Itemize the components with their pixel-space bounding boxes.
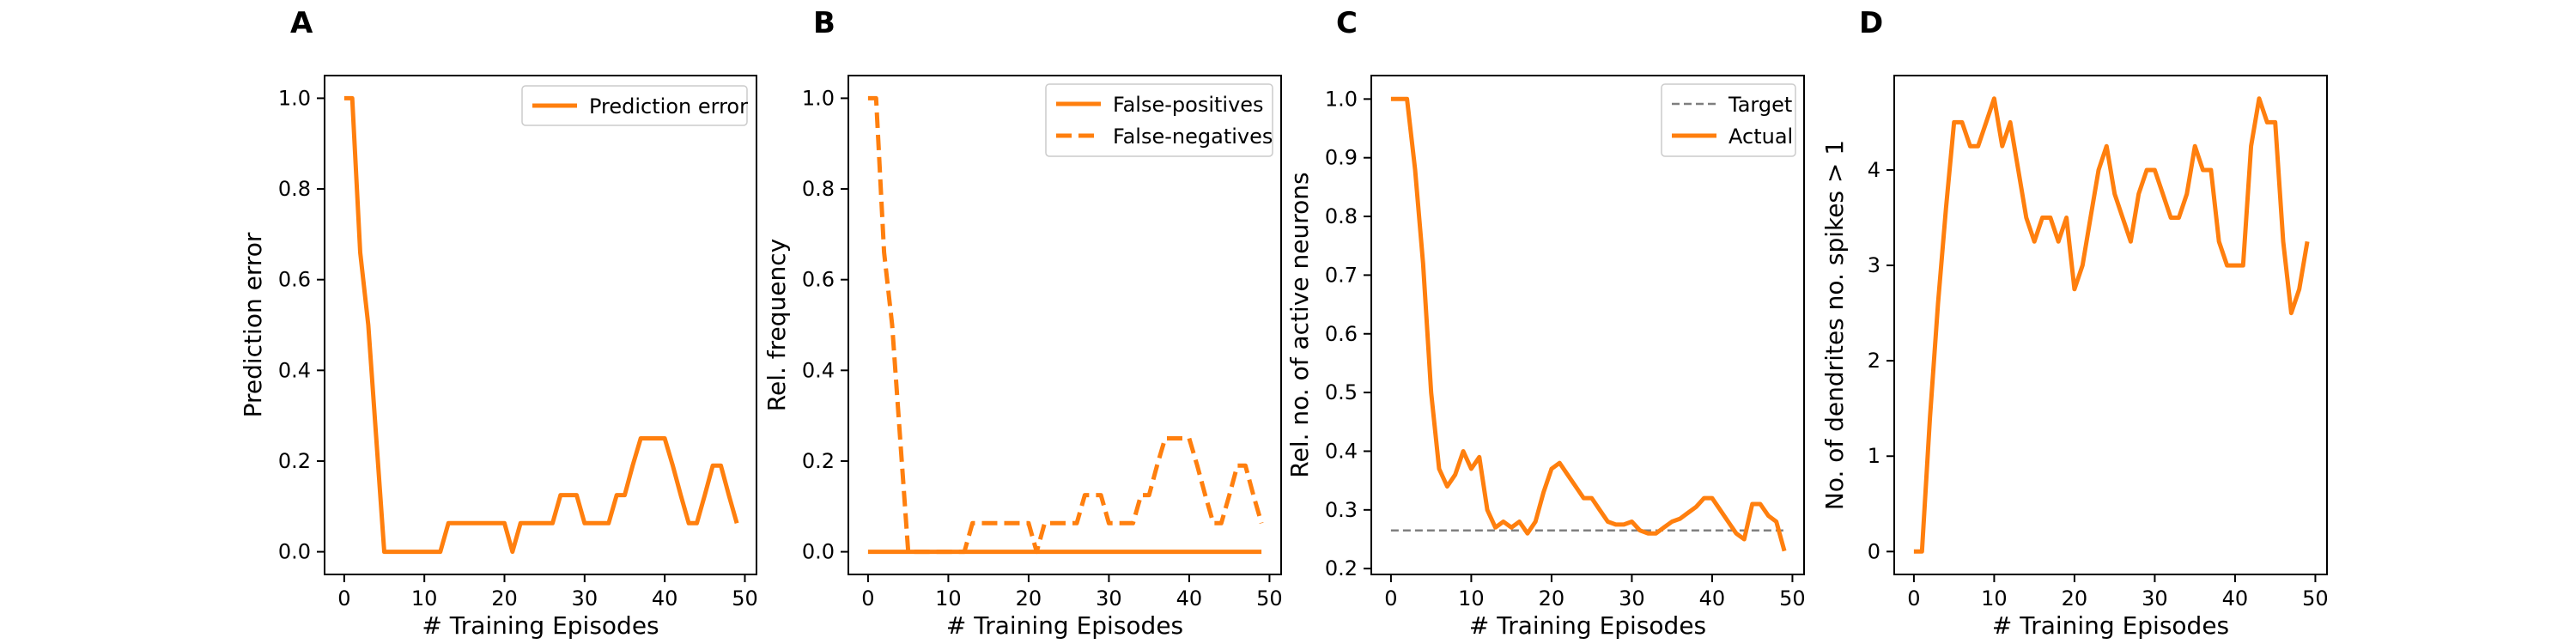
y-tick-label-a-1: 0.2 xyxy=(278,449,311,473)
y-tick-label-b-2: 0.4 xyxy=(802,358,835,382)
series-line-d-0 xyxy=(1913,96,2310,554)
y-tick-label-d-1: 1 xyxy=(1868,444,1880,468)
legend-box-b xyxy=(1045,83,1273,157)
y-tick-label-a-4: 0.8 xyxy=(278,177,311,201)
y-tick-label-d-2: 2 xyxy=(1868,349,1880,373)
plot-frame-a xyxy=(324,75,757,575)
x-tick-label-d-40: 40 xyxy=(2222,586,2249,611)
x-tick-label-c-40: 40 xyxy=(1699,586,1726,611)
panel-c: C 0.2 0.3 0.4 0.5 0.6 0.7 0.8 0.9 1.0 0 10 20 30 40 5… xyxy=(1285,6,1806,640)
y-tick-label-c-8: 1.0 xyxy=(1325,87,1358,111)
x-axis-label-b: # Training Episodes xyxy=(946,611,1183,640)
legend-a: Prediction error xyxy=(521,85,748,126)
y-tick-label-b-1: 0.2 xyxy=(802,449,835,473)
series-line-a-0 xyxy=(343,95,739,555)
series-line-c-1 xyxy=(1390,96,1787,552)
x-tick-label-d-10: 10 xyxy=(1981,586,2008,611)
legend-label-actual: Actual xyxy=(1728,125,1793,149)
panel-label-b: B xyxy=(813,6,835,40)
x-tick-label-a-30: 30 xyxy=(572,586,598,611)
panel-label-c: C xyxy=(1336,6,1358,40)
y-tick-label-c-6: 0.8 xyxy=(1325,204,1358,228)
x-tick-label-c-10: 10 xyxy=(1458,586,1485,611)
x-tick-label-d-0: 0 xyxy=(1907,586,1920,611)
panel-d: D 0 1 2 3 4 0 10 20 30 40 50 No. of dendrites no.… xyxy=(1820,6,2329,640)
legend-label-false-negatives: False-negatives xyxy=(1113,125,1273,149)
x-tick-label-a-10: 10 xyxy=(411,586,438,611)
x-tick-label-b-30: 30 xyxy=(1096,586,1122,611)
x-tick-label-c-30: 30 xyxy=(1619,586,1645,611)
y-tick-label-c-0: 0.2 xyxy=(1325,556,1358,580)
legend-b: False-positives False-negatives xyxy=(1045,83,1273,157)
legend-c: Target Actual xyxy=(1661,83,1796,157)
x-tick-label-d-20: 20 xyxy=(2062,586,2088,611)
x-tick-label-a-20: 20 xyxy=(491,586,518,611)
plot-frame-d xyxy=(1893,75,2328,575)
y-tick-label-d-3: 3 xyxy=(1868,253,1880,277)
y-tick-label-a-5: 1.0 xyxy=(278,86,311,110)
x-tick-label-b-40: 40 xyxy=(1176,586,1203,611)
plot-frame-c xyxy=(1370,75,1805,575)
legend-box-c xyxy=(1661,83,1796,157)
panel-a: A 0.0 0.2 0.4 0.6 0.8 1.0 0 10 20 30 40 50 Predict… xyxy=(239,6,758,640)
x-axis-label-a: # Training Episodes xyxy=(422,611,659,640)
y-tick-label-b-0: 0.0 xyxy=(802,540,835,564)
x-tick-label-c-50: 50 xyxy=(1779,586,1806,611)
y-tick-label-b-4: 0.8 xyxy=(802,177,835,201)
series-line-b-1 xyxy=(867,95,1264,555)
y-axis-label-a: Prediction error xyxy=(239,232,267,417)
y-tick-label-c-5: 0.7 xyxy=(1325,263,1358,287)
y-tick-label-b-5: 1.0 xyxy=(802,86,835,110)
x-tick-label-b-20: 20 xyxy=(1016,586,1042,611)
y-tick-label-a-3: 0.6 xyxy=(278,268,311,292)
y-tick-label-a-0: 0.0 xyxy=(278,540,311,564)
x-tick-label-c-20: 20 xyxy=(1539,586,1565,611)
y-tick-label-c-3: 0.5 xyxy=(1325,380,1358,404)
x-tick-label-b-0: 0 xyxy=(861,586,874,611)
legend-box-a xyxy=(521,85,748,126)
x-axis-label-d: # Training Episodes xyxy=(1992,611,2229,640)
legend-label-false-positives: False-positives xyxy=(1113,93,1264,117)
x-tick-label-b-10: 10 xyxy=(935,586,962,611)
x-tick-label-d-50: 50 xyxy=(2302,586,2329,611)
y-tick-label-c-7: 0.9 xyxy=(1325,146,1358,170)
y-tick-label-c-2: 0.4 xyxy=(1325,439,1358,463)
x-tick-label-b-50: 50 xyxy=(1256,586,1283,611)
y-tick-label-c-4: 0.6 xyxy=(1325,322,1358,346)
x-tick-label-d-30: 30 xyxy=(2142,586,2168,611)
x-axis-label-c: # Training Episodes xyxy=(1469,611,1706,640)
x-tick-label-a-50: 50 xyxy=(732,586,758,611)
panel-label-a: A xyxy=(290,6,313,40)
panel-label-d: D xyxy=(1859,6,1883,40)
x-tick-label-a-40: 40 xyxy=(652,586,678,611)
y-axis-label-b: Rel. frequency xyxy=(762,239,791,411)
y-axis-label-d: No. of dendrites no. spikes > 1 xyxy=(1820,140,1849,510)
y-tick-label-c-1: 0.3 xyxy=(1325,498,1358,522)
y-tick-label-d-4: 4 xyxy=(1868,158,1880,182)
panel-b: B 0.0 0.2 0.4 0.6 0.8 1.0 0 10 20 30 40 50 Rel. fr… xyxy=(762,6,1283,640)
y-axis-label-c: Rel. no. of active neurons xyxy=(1285,172,1314,477)
plot-frame-b xyxy=(848,75,1282,575)
x-tick-label-c-0: 0 xyxy=(1384,586,1397,611)
legend-label-target: Target xyxy=(1728,93,1792,117)
legend-label-prediction-error: Prediction error xyxy=(589,94,748,118)
y-tick-label-b-3: 0.6 xyxy=(802,268,835,292)
y-tick-label-a-2: 0.4 xyxy=(278,358,311,382)
y-tick-label-d-0: 0 xyxy=(1868,539,1880,563)
x-tick-label-a-0: 0 xyxy=(337,586,350,611)
